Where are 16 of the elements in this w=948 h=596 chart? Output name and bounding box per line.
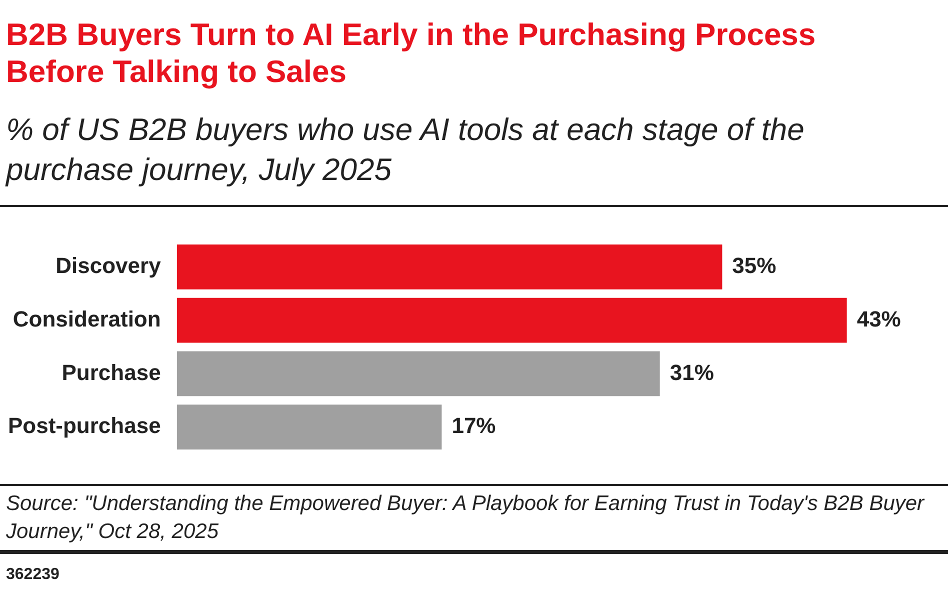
- y-tick-label: Consideration: [12, 306, 161, 332]
- data-label: 31%: [670, 360, 714, 385]
- source-note: Source: "Understanding the Empowered Buyer: A Playbook for Earning Trust in Today's B2B Buyer Journey," Oct 28, 2025: [6, 491, 926, 545]
- data-label: 17%: [452, 413, 496, 438]
- chart-title: B2B Buyers Turn to AI Early in the Purchasing Process Before Talking to Sales: [6, 16, 817, 90]
- y-tick-label: Purchase: [62, 360, 161, 385]
- bar: [176, 351, 660, 396]
- chart-subtitle: % of US B2B buyers who use AI tools at each stage of the purchase journey, July 2025: [6, 111, 806, 189]
- y-tick-label: Post-purchase: [8, 413, 161, 438]
- text: 362239: [6, 566, 60, 584]
- bar: [176, 298, 847, 343]
- data-label: 43%: [856, 306, 901, 332]
- bar: [176, 244, 722, 290]
- data-label: 35%: [732, 252, 776, 278]
- y-tick-label: Discovery: [56, 252, 162, 278]
- bar: [176, 404, 442, 450]
